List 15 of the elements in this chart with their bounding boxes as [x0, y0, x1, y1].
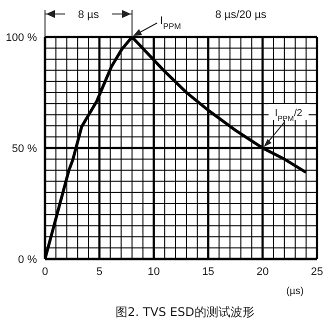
x-tick-label: 15 [202, 266, 214, 278]
text: 8 µs/20 µs [215, 9, 267, 21]
x-axis-title: (µs) [286, 286, 304, 297]
x-tick-label: 5 [96, 266, 102, 278]
text: 8 µs [78, 9, 100, 21]
x-tick-label: 0 [42, 266, 48, 278]
caption: 图2. TVS ESD的测试波形 [116, 305, 254, 319]
x-tick-label: 20 [256, 266, 269, 278]
y-tick-label: 100 % [6, 32, 38, 44]
x-tick-label: 10 [148, 266, 160, 278]
annotation: I$_{PPM}$/2 [274, 108, 303, 122]
y-tick-label: 50 % [12, 142, 38, 155]
x-tick-label: 25 [310, 266, 324, 278]
annotation: I$_{PPM}$ [160, 15, 182, 30]
y-tick-label: 0 % [18, 254, 38, 266]
